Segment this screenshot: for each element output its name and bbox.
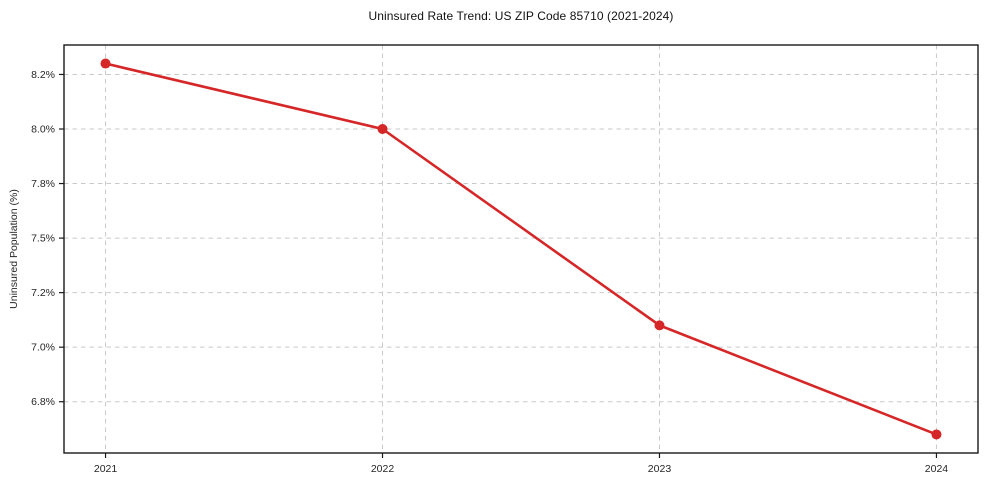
data-point bbox=[931, 429, 942, 440]
y-tick-label: 7.2% bbox=[31, 287, 55, 299]
y-tick-label: 8.0% bbox=[31, 124, 55, 136]
plot-border bbox=[63, 44, 979, 454]
data-point bbox=[654, 320, 665, 331]
x-tick-label: 2021 bbox=[94, 463, 118, 475]
x-tick-label: 2022 bbox=[371, 463, 395, 475]
chart-title: Uninsured Rate Trend: US ZIP Code 85710 … bbox=[368, 9, 674, 23]
y-tick-label: 7.5% bbox=[31, 233, 55, 245]
x-tick-label: 2024 bbox=[925, 463, 949, 475]
trend-line bbox=[104, 62, 938, 436]
y-tick-label: 8.2% bbox=[31, 69, 55, 81]
y-tick-label: 7.0% bbox=[31, 342, 55, 354]
data-point bbox=[377, 124, 388, 134]
data-point bbox=[100, 58, 111, 69]
y-tick-label: 7.8% bbox=[31, 178, 55, 190]
x-tick-label: 2023 bbox=[648, 463, 672, 475]
y-tick-label: 6.8% bbox=[31, 396, 55, 408]
